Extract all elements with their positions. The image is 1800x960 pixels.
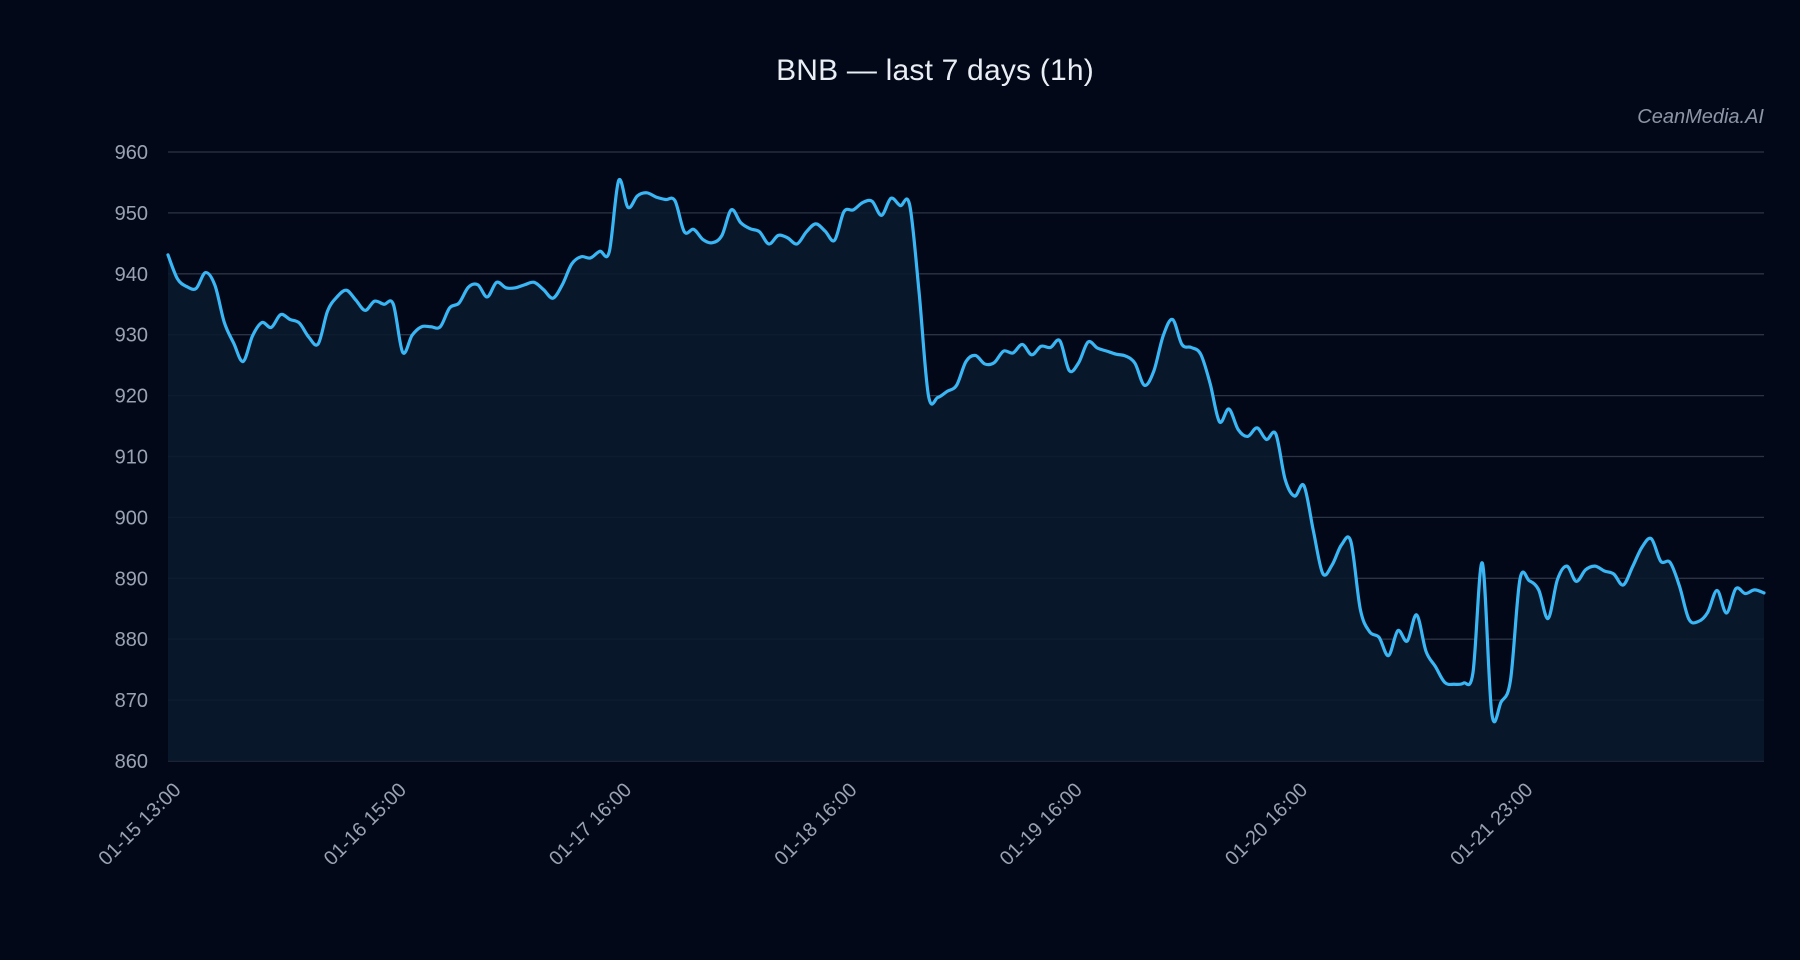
y-tick-label: 910 — [115, 447, 148, 469]
x-tick-label: 01-17 16:00 — [545, 779, 636, 870]
x-axis-ticks: 01-15 13:00 01-16 15:00 01-17 16:00 01-18 1… — [94, 779, 1537, 870]
y-tick-label: 950 — [115, 203, 148, 225]
y-tick-label: 900 — [115, 507, 148, 529]
x-tick-label: 01-18 16:00 — [770, 779, 861, 870]
y-tick-label: 960 — [115, 142, 148, 164]
x-tick-label: 01-21 23:00 — [1446, 779, 1537, 870]
y-tick-label: 940 — [115, 264, 148, 286]
y-tick-label: 890 — [115, 568, 148, 590]
y-tick-label: 870 — [115, 690, 148, 712]
price-line — [166, 177, 1766, 724]
y-tick-label: 920 — [115, 386, 148, 408]
x-tick-label: 01-19 16:00 — [996, 779, 1087, 870]
x-tick-label: 01-15 13:00 — [94, 779, 185, 870]
y-axis-ticks: 960 950 940 930 920 910 900 890 880 870 860 — [115, 142, 148, 773]
chart-title: BNB — last 7 days (1h) — [776, 54, 1094, 87]
y-tick-label: 880 — [115, 629, 148, 651]
y-tick-label: 860 — [115, 751, 148, 773]
price-area-fill — [168, 179, 1764, 762]
watermark: CeanMedia.AI — [1637, 106, 1764, 128]
y-tick-label: 930 — [115, 325, 148, 347]
x-tick-label: 01-16 15:00 — [320, 779, 411, 870]
x-tick-label: 01-20 16:00 — [1221, 779, 1312, 870]
